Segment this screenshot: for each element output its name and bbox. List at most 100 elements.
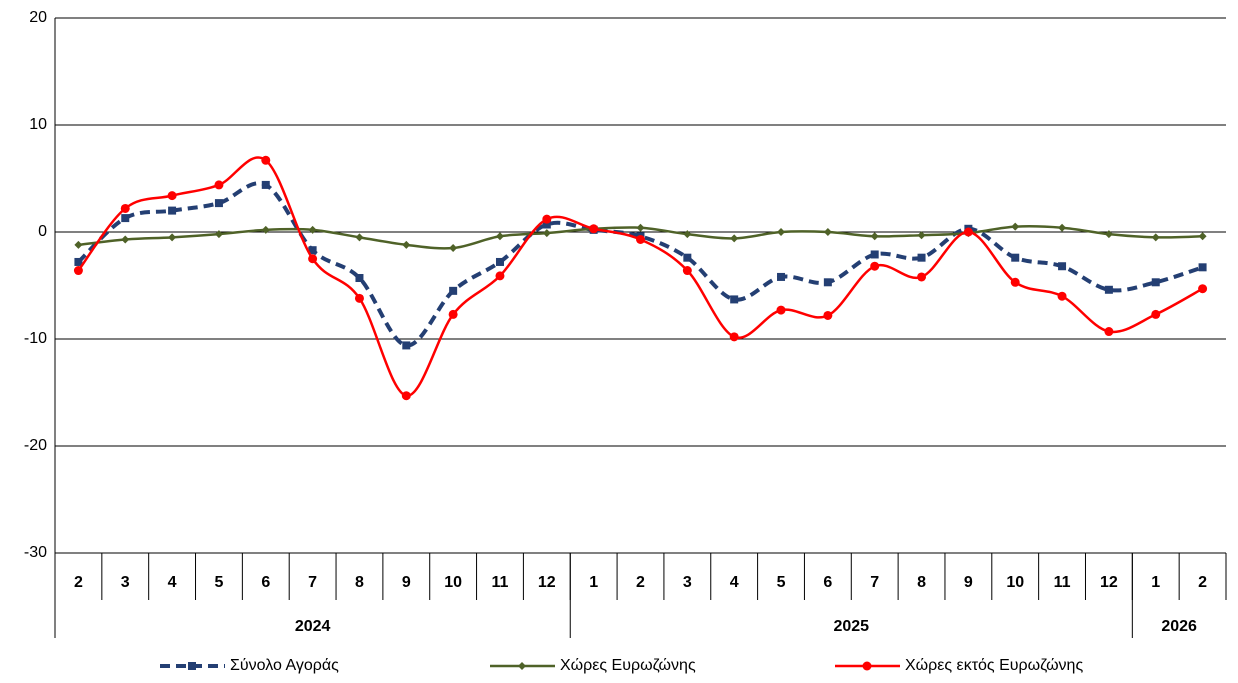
- data-point: [917, 231, 926, 240]
- legend-marker: [188, 662, 196, 670]
- data-point: [261, 155, 271, 165]
- x-tick-label: 12: [1100, 574, 1118, 591]
- data-point: [261, 225, 270, 234]
- data-point: [917, 253, 926, 262]
- x-tick-label: 3: [683, 574, 692, 591]
- data-point: [1151, 309, 1161, 319]
- x-tick-label: 1: [1151, 574, 1160, 591]
- x-tick-label: 3: [121, 574, 130, 591]
- data-point: [355, 274, 364, 283]
- x-tick-label: 10: [444, 574, 462, 591]
- x-tick-label: 1: [589, 574, 598, 591]
- year-label bold: 2026: [1161, 618, 1197, 635]
- data-point: [1058, 223, 1067, 232]
- data-point: [214, 180, 224, 190]
- x-tick-label: 9: [964, 574, 973, 591]
- data-point: [308, 225, 317, 234]
- x-tick-label: 5: [214, 574, 223, 591]
- y-tick-label: -30: [24, 544, 47, 561]
- legend-label: Σύνολο Αγοράς: [230, 657, 339, 674]
- x-tick-label: 6: [823, 574, 832, 591]
- legend-marker: [518, 662, 526, 670]
- data-point: [870, 261, 880, 271]
- x-tick-label: 6: [261, 574, 270, 591]
- data-point: [823, 278, 832, 287]
- x-tick-label: 5: [777, 574, 786, 591]
- data-point: [777, 228, 786, 236]
- x-tick-label: 7: [308, 574, 317, 591]
- x-tick-label: 4: [168, 574, 177, 591]
- x-tick-label: 2: [636, 574, 645, 591]
- data-point: [870, 232, 879, 241]
- data-point: [354, 293, 364, 303]
- data-point: [1151, 278, 1160, 287]
- year-label bold: 2025: [833, 618, 869, 635]
- legend-label: Χώρες Ευρωζώνης: [560, 657, 696, 674]
- data-point: [636, 234, 645, 244]
- x-tick-label: 2: [74, 574, 83, 591]
- data-point: [636, 223, 645, 232]
- data-point: [214, 199, 223, 208]
- x-tick-label: 11: [1054, 574, 1071, 591]
- y-tick-label: 20: [29, 9, 47, 26]
- data-point: [1104, 230, 1113, 239]
- x-tick-label: 12: [538, 574, 556, 591]
- data-point: [589, 224, 599, 234]
- data-point: [1104, 327, 1114, 337]
- data-point: [214, 230, 223, 239]
- data-point: [74, 240, 83, 249]
- data-point: [402, 341, 411, 350]
- x-tick-label: 7: [870, 574, 879, 591]
- year-label bold: 2024: [295, 618, 331, 635]
- data-point: [917, 272, 927, 282]
- data-point: [449, 286, 458, 295]
- data-point: [1198, 263, 1207, 272]
- data-point: [1010, 277, 1020, 287]
- data-point: [730, 234, 739, 243]
- x-tick-label: 10: [1006, 574, 1024, 591]
- data-point: [121, 214, 130, 223]
- data-point: [308, 246, 317, 255]
- x-tick-label: 9: [402, 574, 411, 591]
- legend-label: Χώρες εκτός Ευρωζώνης: [905, 657, 1083, 674]
- data-point: [167, 191, 177, 201]
- y-tick-label: -20: [24, 437, 47, 454]
- x-tick-label: 4: [730, 574, 739, 591]
- data-point: [121, 235, 130, 244]
- x-tick-label: 8: [917, 574, 926, 591]
- data-point: [1011, 222, 1020, 231]
- data-point: [823, 310, 833, 320]
- y-tick-label: -10: [24, 330, 47, 347]
- data-point: [683, 230, 692, 239]
- data-point: [683, 253, 692, 262]
- data-point: [308, 254, 318, 264]
- data-point: [1058, 262, 1067, 271]
- data-point: [682, 266, 692, 276]
- data-point: [823, 228, 832, 236]
- data-point: [870, 250, 879, 259]
- legend-marker: [862, 661, 872, 671]
- data-point: [776, 305, 786, 315]
- data-point: [729, 332, 739, 342]
- data-point: [168, 206, 177, 215]
- data-point: [542, 220, 551, 229]
- data-point: [1104, 285, 1113, 294]
- series-line: [77, 181, 1204, 348]
- data-point: [495, 271, 505, 281]
- data-point: [730, 295, 739, 304]
- data-point: [402, 240, 411, 249]
- data-point: [120, 203, 130, 213]
- data-point: [542, 229, 551, 238]
- data-point: [355, 233, 364, 242]
- data-point: [1198, 284, 1208, 294]
- data-point: [542, 214, 552, 224]
- data-point: [168, 233, 177, 242]
- data-point: [261, 180, 270, 189]
- y-tick-label: 10: [29, 116, 47, 133]
- data-point: [73, 266, 83, 276]
- y-tick-label: 0: [38, 223, 47, 240]
- series-line: [77, 156, 1204, 397]
- data-point: [495, 257, 504, 266]
- data-point: [1011, 253, 1020, 262]
